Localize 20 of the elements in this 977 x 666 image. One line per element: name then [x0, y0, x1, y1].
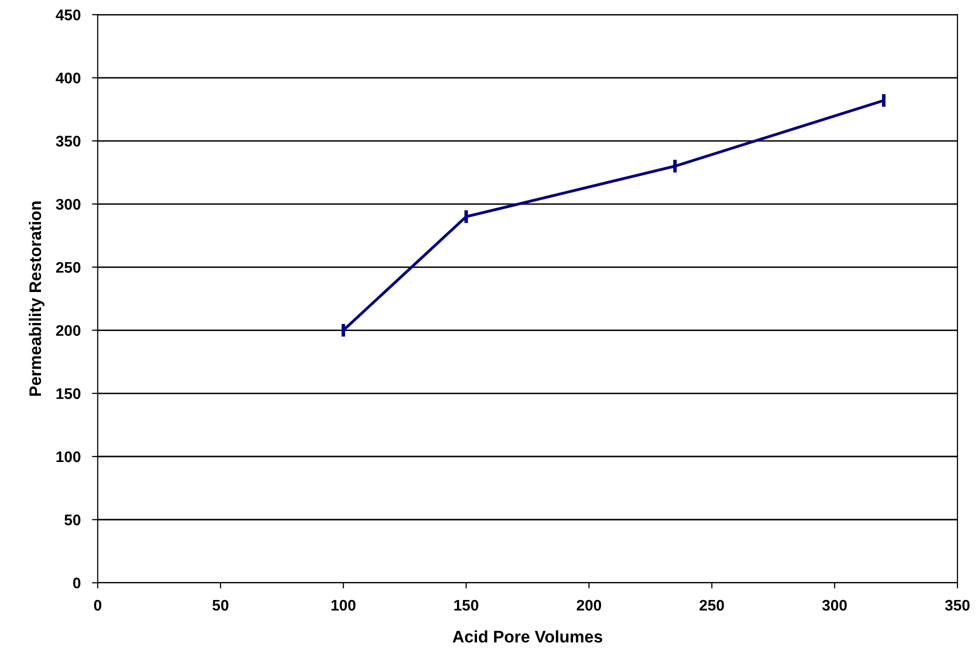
- y-tick-label: 450: [56, 10, 80, 20]
- y-tick-label: 350: [56, 136, 80, 147]
- x-tick-label: 350: [945, 600, 970, 611]
- y-tick-label: 150: [56, 388, 80, 400]
- x-tick-label: 250: [700, 600, 724, 611]
- y-tick-label: 400: [56, 72, 80, 84]
- x-tick-label: 200: [576, 600, 602, 611]
- x-tick-label: 100: [332, 600, 356, 611]
- y-tick-label: 200: [56, 325, 80, 336]
- y-tick-label: 100: [56, 451, 80, 462]
- x-tick-label: 0: [94, 600, 102, 611]
- y-tick-label: 0: [73, 578, 80, 588]
- x-tick-label: 300: [822, 600, 847, 611]
- x-tick-label: 50: [212, 600, 228, 611]
- y-tick-label: 250: [56, 262, 80, 273]
- x-axis-title: Acid Pore Volumes: [452, 630, 602, 643]
- x-tick-label: 150: [454, 600, 478, 611]
- y-tick-label: 300: [56, 198, 80, 210]
- y-axis-title: Permeability Restoration: [28, 202, 44, 396]
- y-tick-label: 50: [64, 514, 80, 526]
